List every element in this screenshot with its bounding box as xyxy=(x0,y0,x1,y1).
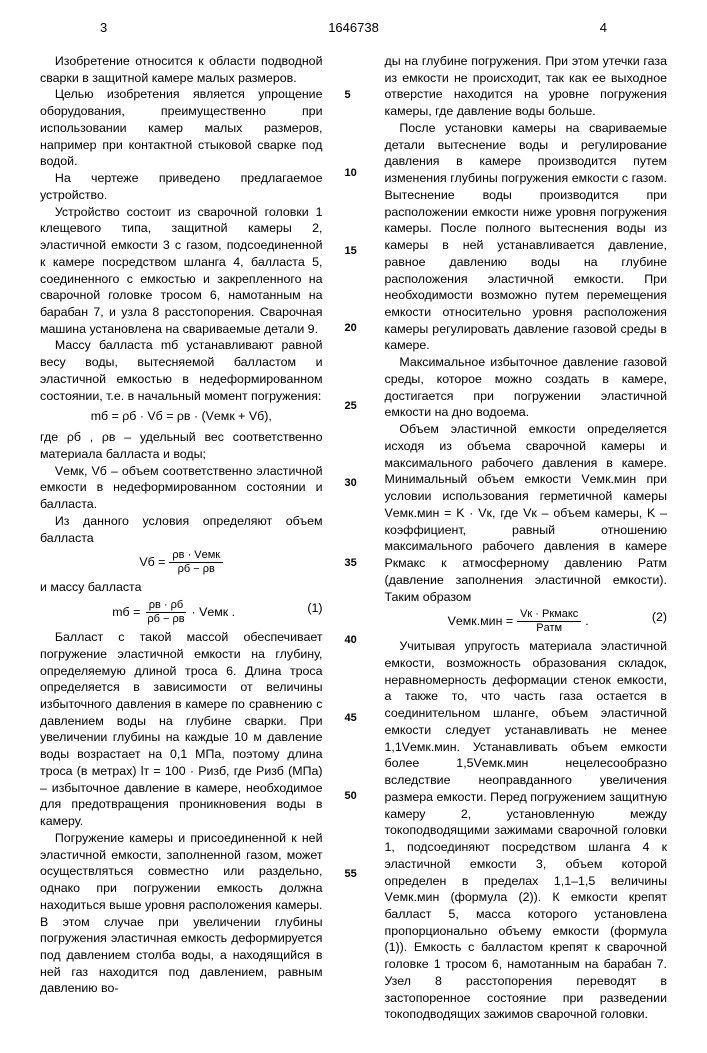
patent-page: 3 1646738 4 Изобретение относится к обла… xyxy=(0,0,707,1053)
paragraph: Устройство состоит из сварочной головки … xyxy=(40,204,323,338)
fraction: Vк · Pкмакс Pатм xyxy=(517,609,581,634)
numerator: ρв · Vемк xyxy=(169,550,223,563)
right-column: ды на глубине погружения. При этом утечк… xyxy=(385,53,668,1023)
fraction: ρв · ρб ρб − ρв xyxy=(144,600,187,625)
paragraph: и массу балласта xyxy=(40,579,323,596)
line-number: 40 xyxy=(345,634,357,646)
paragraph: После установки камеры на свариваемые де… xyxy=(385,120,668,354)
paragraph: где ρб , ρв – удельный вес соответственн… xyxy=(40,429,323,462)
fraction: ρв · Vемк ρб − ρв xyxy=(169,550,223,575)
paragraph: Учитывая упругость материала эластичной … xyxy=(385,638,668,1023)
formula-left: Vб = xyxy=(139,554,165,571)
paragraph: На чертеже приведено предлагаемое устрой… xyxy=(40,170,323,203)
page-header: 3 1646738 4 xyxy=(100,20,607,35)
denominator: Pатм xyxy=(533,622,565,634)
paragraph: Vемк, Vб – объем соответственно эластичн… xyxy=(40,463,323,513)
formula-1: mб = ρб · Vб = ρв · (Vемк + Vб), xyxy=(40,408,323,425)
formula-right: . xyxy=(585,613,588,630)
numerator: Vк · Pкмакс xyxy=(517,609,581,622)
paragraph: Изобретение относится к области подводно… xyxy=(40,53,323,86)
paragraph: ды на глубине погружения. При этом утечк… xyxy=(385,53,668,120)
formula-2: Vб = ρв · Vемк ρб − ρв xyxy=(40,550,323,575)
line-number: 10 xyxy=(345,167,357,179)
line-number: 35 xyxy=(345,557,357,569)
line-numbers: 5 10 15 20 25 30 35 40 45 50 55 xyxy=(345,53,363,1023)
formula-left: Vемк.мин = xyxy=(448,613,514,630)
col-num-right: 4 xyxy=(600,20,607,35)
line-number: 25 xyxy=(345,400,357,412)
line-number: 45 xyxy=(345,712,357,724)
col-num-left: 3 xyxy=(100,20,107,35)
line-number: 30 xyxy=(345,477,357,489)
formula-label: (2) xyxy=(652,609,667,626)
formula-3: mб = ρв · ρб ρб − ρв · Vемк . (1) xyxy=(40,600,323,625)
paragraph: Максимальное избыточное давление газовой… xyxy=(385,354,668,421)
formula-label: (1) xyxy=(307,600,322,617)
denominator: ρб − ρв xyxy=(175,563,218,575)
paragraph: Погружение камеры и присоединенной к ней… xyxy=(40,830,323,997)
line-number: 5 xyxy=(345,89,351,101)
denominator: ρб − ρв xyxy=(144,613,187,625)
formula-left: mб = xyxy=(112,604,140,621)
numerator: ρв · ρб xyxy=(146,600,186,613)
paragraph: Объем эластичной емкости определяется ис… xyxy=(385,421,668,605)
text-columns: Изобретение относится к области подводно… xyxy=(40,53,667,1023)
paragraph: Массу балласта mб устанавливают равной в… xyxy=(40,337,323,404)
paragraph: Балласт с такой массой обеспечивает погр… xyxy=(40,629,323,830)
line-number: 50 xyxy=(345,790,357,802)
paragraph: Целью изобретения является упрощение обо… xyxy=(40,86,323,170)
line-number: 55 xyxy=(345,868,357,880)
formula-right: · Vемк . xyxy=(192,604,236,621)
formula-4: Vемк.мин = Vк · Pкмакс Pатм . (2) xyxy=(385,609,668,634)
patent-number: 1646738 xyxy=(328,20,379,35)
left-column: Изобретение относится к области подводно… xyxy=(40,53,323,1023)
line-number: 15 xyxy=(345,245,357,257)
line-number: 20 xyxy=(345,322,357,334)
paragraph: Из данного условия определяют объем балл… xyxy=(40,513,323,546)
